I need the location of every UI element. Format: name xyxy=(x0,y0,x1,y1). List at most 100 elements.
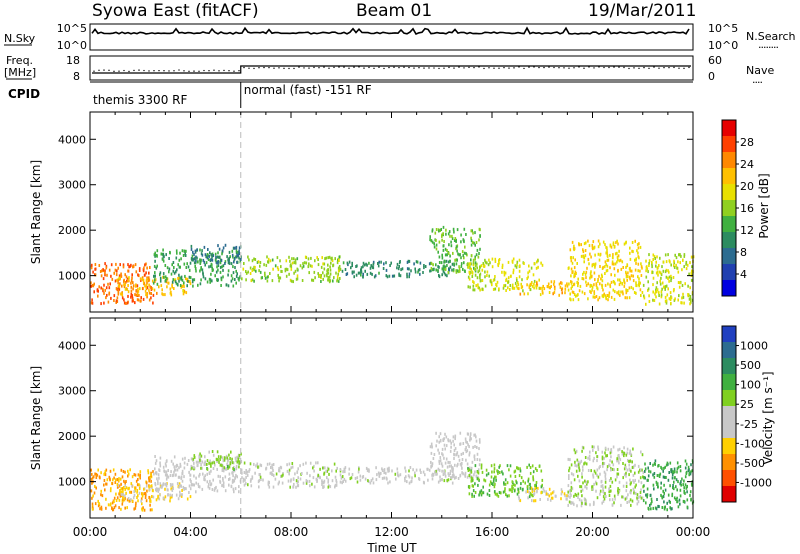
echo-cell xyxy=(553,280,556,284)
echo-cell xyxy=(655,288,657,292)
echo-cell xyxy=(135,501,137,505)
echo-cell xyxy=(531,281,533,284)
echo-cell xyxy=(671,494,673,498)
echo-cell xyxy=(523,262,525,265)
nave-dot xyxy=(128,70,130,73)
echo-cell xyxy=(535,286,538,290)
echo-cell xyxy=(594,295,596,299)
echo-cell xyxy=(120,272,122,276)
echo-cell xyxy=(520,482,522,486)
echo-cell xyxy=(278,279,280,283)
echo-cell xyxy=(474,464,477,468)
echo-cell xyxy=(168,267,171,271)
echo-cell xyxy=(243,461,246,465)
echo-cell xyxy=(237,251,239,254)
echo-cell xyxy=(673,259,675,263)
echo-cell xyxy=(243,477,245,481)
echo-cell xyxy=(496,469,498,473)
echo-cell xyxy=(377,471,380,475)
echo-cell xyxy=(439,478,441,482)
echo-cell xyxy=(606,468,608,472)
echo-cell xyxy=(132,496,135,500)
echo-cell xyxy=(380,471,382,475)
nave-dot xyxy=(528,66,530,68)
echo-cell xyxy=(526,283,528,287)
echo-cell xyxy=(324,257,326,261)
echo-cell xyxy=(178,466,180,470)
echo-cell xyxy=(549,498,552,502)
echo-cell xyxy=(656,281,658,285)
echo-cell xyxy=(520,476,523,480)
echo-cell xyxy=(641,496,644,500)
echo-cell xyxy=(558,282,561,286)
echo-cell xyxy=(334,475,337,479)
echo-cell xyxy=(322,271,324,275)
echo-cell xyxy=(234,278,236,281)
echo-cell xyxy=(227,269,230,273)
echo-cell xyxy=(194,256,196,260)
echo-cell xyxy=(477,468,480,472)
echo-cell xyxy=(663,491,665,495)
echo-cell xyxy=(311,278,313,282)
echo-cell xyxy=(628,296,631,300)
echo-cell xyxy=(570,463,573,467)
echo-cell xyxy=(621,452,624,456)
echo-cell xyxy=(611,262,614,266)
echo-cell xyxy=(616,457,618,461)
echo-cell xyxy=(682,295,685,299)
echo-cell xyxy=(159,464,162,468)
echo-cell xyxy=(136,284,139,288)
echo-cell xyxy=(414,471,416,475)
echo-cell xyxy=(669,484,671,488)
echo-cell xyxy=(448,464,451,468)
echo-cell xyxy=(688,473,690,477)
echo-cell xyxy=(581,488,584,492)
echo-cell xyxy=(139,473,141,477)
echo-cell xyxy=(227,261,230,265)
echo-cell xyxy=(323,262,326,266)
echo-cell xyxy=(422,470,425,474)
echo-cell xyxy=(208,482,210,486)
echo-cell xyxy=(286,469,289,473)
echo-cell xyxy=(619,258,622,262)
echo-cell xyxy=(100,507,103,511)
echo-cell xyxy=(527,477,530,481)
echo-cell xyxy=(140,296,142,300)
echo-cell xyxy=(604,485,607,489)
echo-cell xyxy=(458,253,460,257)
echo-cell xyxy=(186,284,188,288)
echo-cell xyxy=(386,477,388,481)
echo-cell xyxy=(174,280,177,284)
echo-cell xyxy=(119,477,122,481)
echo-cell xyxy=(435,268,437,272)
echo-cell xyxy=(90,477,93,481)
echo-cell xyxy=(685,260,688,264)
nave-dot xyxy=(233,70,235,72)
echo-cell xyxy=(601,455,604,459)
echo-cell xyxy=(670,468,673,472)
echo-cell xyxy=(103,301,105,305)
echo-cell xyxy=(267,483,270,487)
echo-cell xyxy=(431,462,434,466)
echo-cell xyxy=(313,485,316,489)
nave-dot xyxy=(463,67,465,69)
echo-cell xyxy=(526,487,529,491)
echo-cell xyxy=(587,456,589,460)
echo-cell xyxy=(581,290,584,294)
echo-cell xyxy=(530,493,533,497)
echo-cell xyxy=(148,476,150,480)
echo-cell xyxy=(645,275,648,279)
echo-cell xyxy=(593,469,596,473)
echo-cell xyxy=(271,463,273,467)
echo-cell xyxy=(150,473,152,477)
echo-cell xyxy=(681,296,683,300)
echo-cell xyxy=(458,267,461,270)
y-tick-label: 2000 xyxy=(58,224,86,237)
echo-cell xyxy=(191,280,194,284)
echo-cell xyxy=(186,462,189,466)
echo-cell xyxy=(96,473,99,477)
echo-cell xyxy=(681,301,683,305)
echo-cell xyxy=(635,281,637,285)
echo-cell xyxy=(313,464,315,468)
echo-cell xyxy=(642,471,645,475)
